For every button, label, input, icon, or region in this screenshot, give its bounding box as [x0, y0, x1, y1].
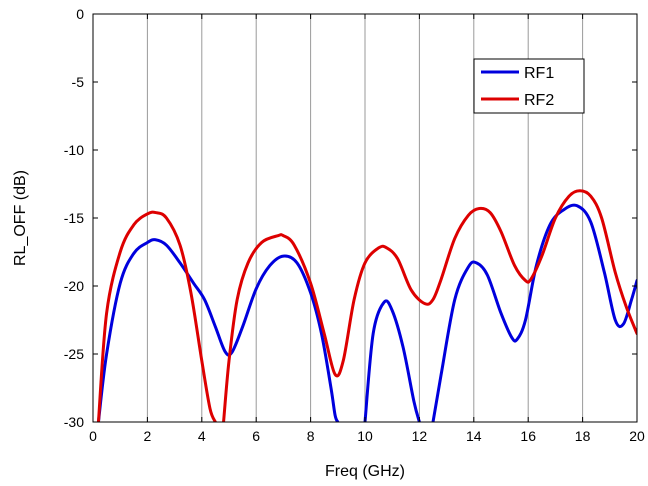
x-tick-label: 12 — [412, 428, 428, 444]
legend-label-rf1: RF1 — [524, 65, 554, 82]
legend-label-rf2: RF2 — [524, 92, 554, 109]
x-tick-label: 14 — [466, 428, 482, 444]
data-series — [96, 189, 637, 422]
y-tick-label: -5 — [72, 74, 85, 90]
y-tick-label: -25 — [64, 346, 84, 362]
legend: RF1 RF2 — [473, 58, 585, 114]
x-tick-labels: 0 2 4 6 8 10 12 14 16 18 20 — [89, 428, 645, 444]
y-tick-label: -20 — [64, 278, 84, 294]
x-tick-label: 2 — [144, 428, 152, 444]
x-tick-label: 20 — [629, 428, 645, 444]
x-tick-label: 8 — [307, 428, 315, 444]
x-tick-label: 10 — [357, 428, 373, 444]
y-tick-label: -10 — [64, 142, 84, 158]
x-tick-label: 18 — [575, 428, 591, 444]
series-line-rf2 — [222, 189, 637, 422]
y-tick-label: -15 — [64, 210, 84, 226]
x-tick-label: 4 — [198, 428, 206, 444]
x-tick-label: 0 — [89, 428, 97, 444]
y-tick-label: 0 — [76, 6, 84, 22]
series-line-rf1 — [431, 203, 637, 422]
series-line-rf2 — [96, 210, 217, 422]
series-line-rf1 — [96, 238, 340, 422]
legend-box — [473, 58, 585, 114]
x-tick-label: 6 — [252, 428, 260, 444]
y-axis-title: RL_OFF (dB) — [12, 170, 29, 266]
x-tick-label: 16 — [520, 428, 536, 444]
y-tick-labels: 0 -5 -10 -15 -20 -25 -30 — [64, 6, 84, 430]
series-line-rf1 — [363, 299, 421, 422]
x-axis-title: Freq (GHz) — [325, 463, 405, 480]
y-tick-label: -30 — [64, 414, 84, 430]
axis-ticks — [92, 13, 638, 423]
